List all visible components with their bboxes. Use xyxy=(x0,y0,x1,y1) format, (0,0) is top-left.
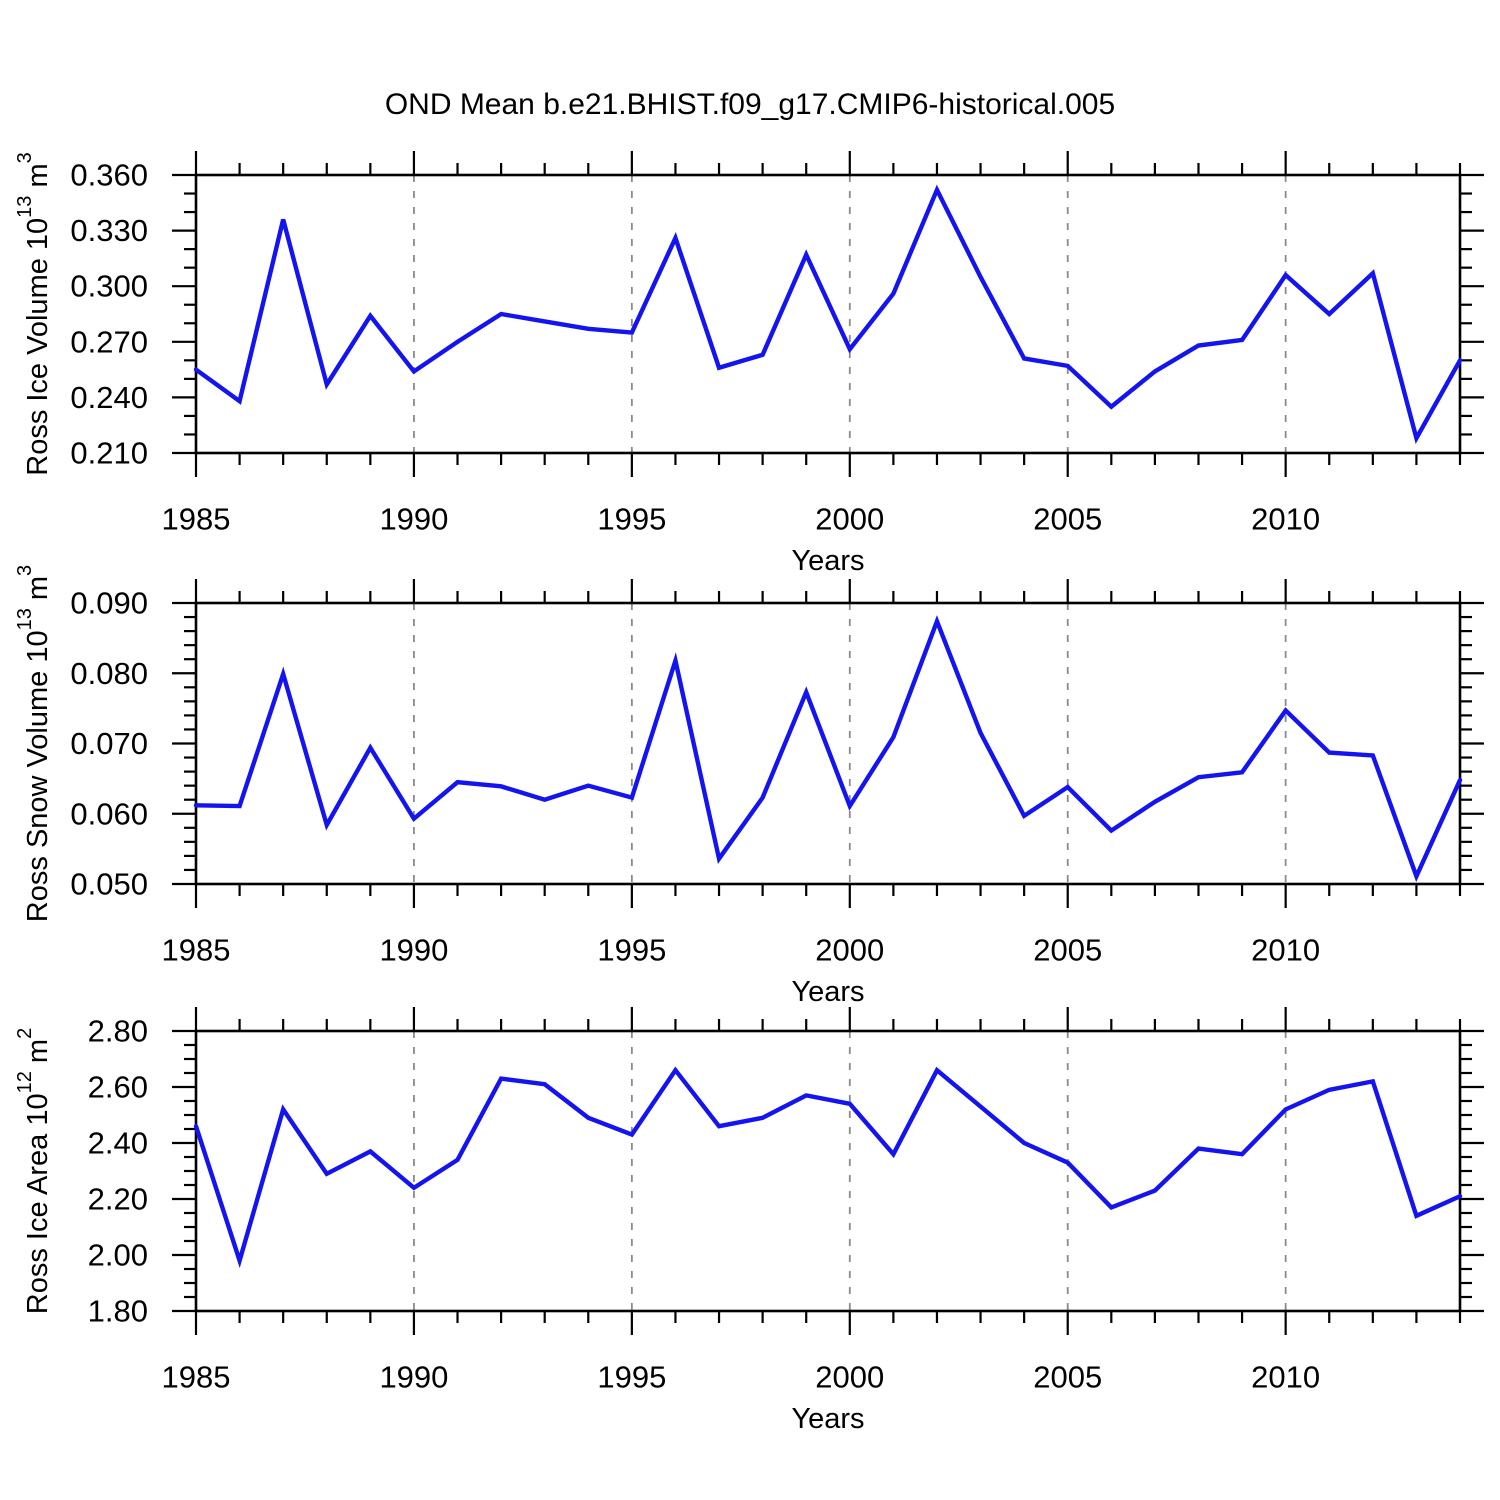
y-tick-label: 0.070 xyxy=(70,726,148,761)
y-tick-label: 0.240 xyxy=(70,380,148,415)
x-tick-label: 1990 xyxy=(379,1360,448,1395)
x-tick-label: 2010 xyxy=(1251,1360,1320,1395)
y-tick-label: 0.080 xyxy=(70,656,148,691)
plot-frame xyxy=(194,601,1462,886)
x-tick-label: 2010 xyxy=(1251,933,1320,968)
x-tick-label: 1995 xyxy=(597,933,666,968)
x-tick-label: 1985 xyxy=(162,933,231,968)
x-tick-label: 2010 xyxy=(1251,502,1320,537)
y-tick-label: 1.80 xyxy=(88,1294,148,1329)
x-tick-label: 1995 xyxy=(597,1360,666,1395)
y-tick-label: 2.40 xyxy=(88,1126,148,1161)
x-axis-title: Years xyxy=(791,545,864,577)
plot-frame xyxy=(194,173,1462,455)
y-tick-label: 0.270 xyxy=(70,324,148,359)
y-tick-label: 0.050 xyxy=(70,867,148,902)
y-tick-label: 0.090 xyxy=(70,586,148,621)
series-line xyxy=(193,1066,1463,1269)
x-tick-label: 1990 xyxy=(379,933,448,968)
y-tick-label: 2.00 xyxy=(88,1238,148,1273)
x-tick-label: 2000 xyxy=(815,933,884,968)
y-axis-title: Ross Snow Volume 1013 m3 xyxy=(14,565,54,922)
x-axis-title: Years xyxy=(791,976,864,1008)
y-tick-label: 0.210 xyxy=(70,436,148,471)
series-line xyxy=(193,184,1463,444)
x-tick-label: 2005 xyxy=(1033,1360,1102,1395)
y-tick-label: 2.60 xyxy=(88,1070,148,1105)
y-tick-label: 2.20 xyxy=(88,1182,148,1217)
x-axis-title: Years xyxy=(791,1403,864,1435)
x-tick-label: 1995 xyxy=(597,502,666,537)
y-tick-label: 2.80 xyxy=(88,1014,148,1049)
series-line xyxy=(193,615,1463,883)
y-tick-label: 0.330 xyxy=(70,213,148,248)
y-tick-label: 0.300 xyxy=(70,269,148,304)
y-axis-title: Ross Ice Area 1012 m2 xyxy=(14,1028,54,1314)
y-tick-label: 0.060 xyxy=(70,796,148,831)
x-tick-label: 2005 xyxy=(1033,502,1102,537)
x-tick-label: 2000 xyxy=(815,1360,884,1395)
y-tick-label: 0.360 xyxy=(70,158,148,193)
figure-title: OND Mean b.e21.BHIST.f09_g17.CMIP6-histo… xyxy=(384,88,1116,121)
x-tick-label: 1990 xyxy=(379,502,448,537)
x-tick-label: 1985 xyxy=(162,502,231,537)
plot-frame xyxy=(194,1029,1462,1313)
x-tick-label: 2000 xyxy=(815,502,884,537)
x-tick-label: 1985 xyxy=(162,1360,231,1395)
y-axis-title: Ross Ice Volume 1013 m3 xyxy=(14,152,54,476)
x-tick-label: 2005 xyxy=(1033,933,1102,968)
